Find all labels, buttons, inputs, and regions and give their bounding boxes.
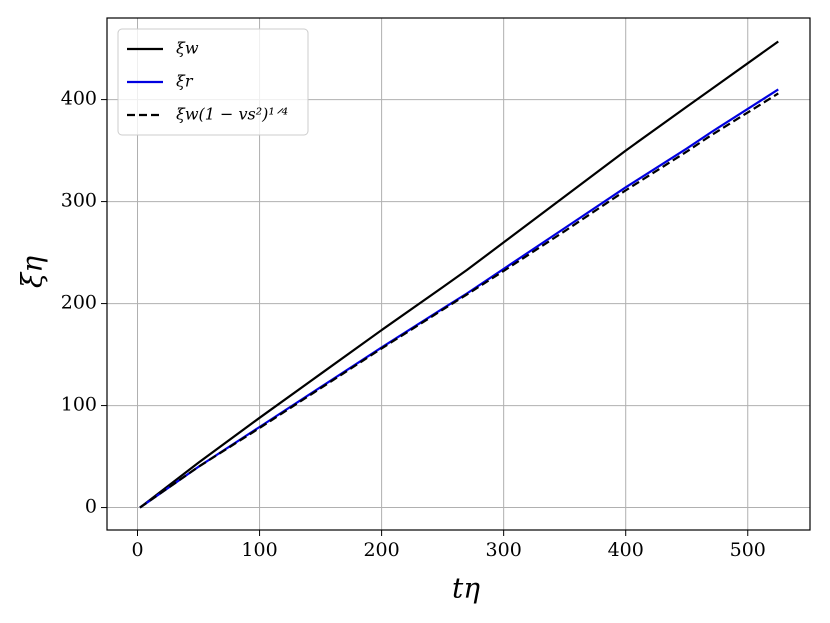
y-tick-label: 200 [61, 292, 97, 314]
x-tick-label: 0 [131, 539, 143, 561]
series-line [139, 40, 779, 509]
series-line [139, 92, 779, 509]
y-tick-label: 400 [61, 88, 97, 110]
x-tick-label: 200 [363, 539, 399, 561]
legend-box [117, 28, 309, 136]
y-tick-label: 300 [61, 190, 97, 212]
x-tick-label: 100 [241, 539, 277, 561]
legend-label: ξw [176, 39, 199, 58]
x-tick-label: 300 [486, 539, 522, 561]
legend-label: ξr [176, 72, 194, 91]
series-line [139, 88, 779, 509]
x-tick-label: 400 [608, 539, 644, 561]
legend-label: ξw(1 − vs²)¹ᐟ⁴ [176, 105, 288, 124]
x-tick-label: 500 [730, 539, 766, 561]
y-tick-label: 0 [85, 496, 97, 518]
x-axis-label: tη [452, 572, 480, 605]
y-tick-label: 100 [61, 394, 97, 416]
plot-frame [106, 17, 811, 531]
legend: ξw ξr ξw(1 − vs²)¹ᐟ⁴ [117, 28, 309, 136]
y-axis-label: ξη [16, 256, 49, 288]
